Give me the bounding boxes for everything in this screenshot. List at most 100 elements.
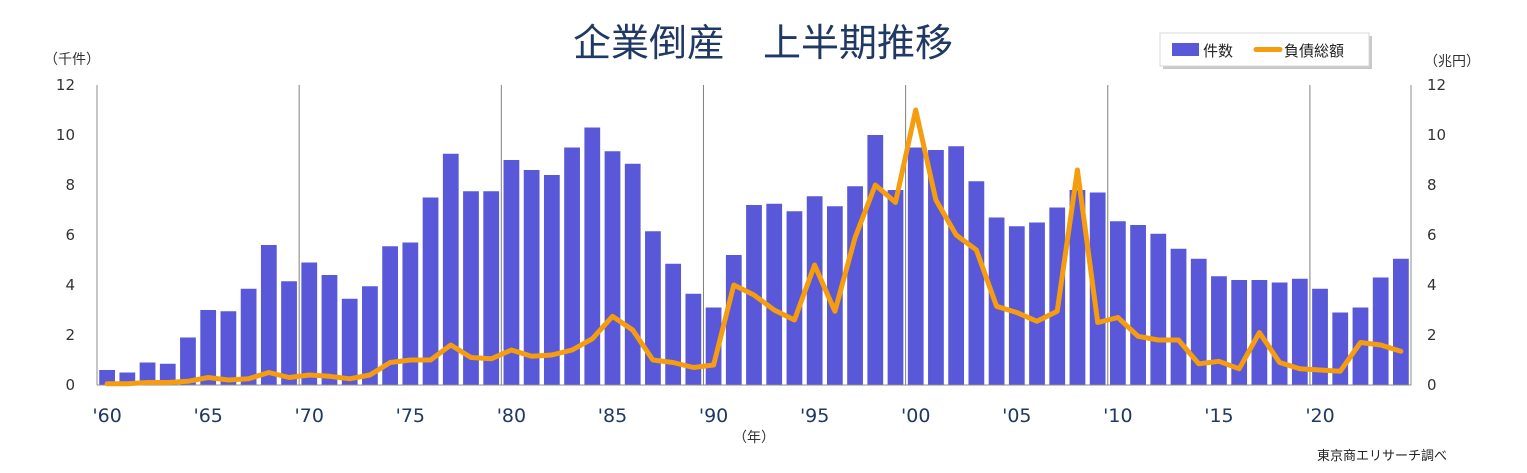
right-axis-unit: （兆円） [1424,54,1480,70]
bar-2019 [1291,278,1308,385]
x-tick-1975: '75 [396,405,425,427]
line-debt-total [104,107,1404,387]
bar-1997 [847,186,863,385]
bar-1994 [786,211,803,385]
line-series [104,107,1404,387]
bar-2009 [1089,192,1106,385]
bar-2011 [1130,225,1146,385]
x-tick-1965: '65 [193,405,222,427]
bar-2020 [1312,288,1328,385]
bar-1993 [766,203,783,385]
bar-2008 [1069,190,1086,385]
bar-1965 [200,310,217,385]
bar-2021 [1332,312,1349,385]
left-axis-unit: （千件） [44,52,100,68]
bar-1968 [260,245,277,385]
bar-1978 [463,191,479,385]
bar-1989 [685,293,702,385]
x-tick-2000: '00 [901,405,930,427]
x-tick-1980: '80 [497,405,526,427]
bar-1974 [382,246,399,385]
bar-1962 [139,362,156,385]
bar-1981 [523,170,540,385]
left-tick-0: 0 [65,376,75,394]
bar-2023 [1372,277,1389,385]
bar-1999 [887,190,904,385]
left-tick-4: 4 [65,276,75,294]
right-tick-8: 8 [1427,176,1437,194]
left-tick-12: 12 [56,76,75,94]
bar-1973 [362,286,378,385]
bar-1964 [180,337,196,385]
legend-bar-swatch [1172,43,1199,56]
bar-1986 [624,163,641,385]
bar-2015 [1211,276,1227,385]
x-tick-1985: '85 [598,405,627,427]
x-tick-1960: '60 [92,405,121,427]
bar-1977 [442,153,459,385]
bar-2006 [1029,222,1045,385]
source-note: 東京商エリサーチ調べ [1317,448,1447,464]
gridlines [298,85,1311,385]
bar-series [99,127,1409,385]
bar-2014 [1190,258,1207,385]
right-tick-12: 12 [1427,76,1446,94]
bar-1987 [645,231,661,385]
legend: 件数 負債総額 [1159,32,1372,69]
bar-1998 [867,135,884,385]
x-tick-1995: '95 [800,405,829,427]
legend-line-label: 負債総額 [1284,42,1344,60]
legend-bar-label: 件数 [1203,42,1233,60]
bar-2013 [1170,248,1187,385]
bar-1980 [503,160,520,385]
x-tick-1970: '70 [295,405,324,427]
bar-1996 [826,206,843,385]
x-ticks: '60 '65 '70 '75 '80 '85 '90 '95 '00 '05 '10 '15 '20 [92,405,1334,427]
right-tick-2: 2 [1427,326,1437,344]
right-tick-10: 10 [1427,126,1446,144]
bar-2003 [968,181,985,385]
bar-2012 [1150,233,1167,385]
left-y-ticks: 0 2 4 6 8 10 12 [56,76,75,394]
bar-1960 [99,370,115,385]
bar-1982 [543,175,560,385]
bar-1979 [483,191,500,385]
bar-2018 [1271,282,1288,385]
bar-1988 [665,263,682,385]
bar-1966 [220,311,237,385]
x-tick-2015: '15 [1204,405,1233,427]
bar-1984 [584,127,601,385]
bar-1975 [402,242,419,385]
left-tick-10: 10 [56,126,75,144]
bar-1991 [725,255,742,385]
bar-2000 [907,147,924,385]
bar-1971 [321,275,338,385]
right-tick-4: 4 [1427,276,1437,294]
bar-1976 [422,197,439,385]
bar-1970 [301,262,318,385]
right-tick-6: 6 [1427,226,1437,244]
bar-1972 [341,298,358,385]
bar-1995 [806,196,823,385]
x-tick-2020: '20 [1305,405,1334,427]
bar-2002 [948,146,965,385]
bar-1969 [281,281,297,385]
left-tick-6: 6 [65,226,75,244]
axes [96,85,1412,386]
bar-2005 [1008,226,1025,385]
bar-1963 [159,363,176,385]
chart-title: 企業倒産 上半期推移 [573,21,953,65]
left-tick-8: 8 [65,176,75,194]
bar-1967 [240,288,257,385]
bar-1983 [564,147,580,385]
x-tick-2010: '10 [1103,405,1132,427]
x-axis-unit: （年） [733,430,775,446]
bar-1985 [604,151,621,385]
x-tick-1990: '90 [699,405,728,427]
x-tick-2005: '05 [1002,405,1031,427]
right-y-ticks: 0 2 4 6 8 10 12 [1427,76,1446,394]
left-tick-2: 2 [65,326,75,344]
bar-2024 [1393,258,1409,385]
bar-2010 [1109,221,1126,385]
